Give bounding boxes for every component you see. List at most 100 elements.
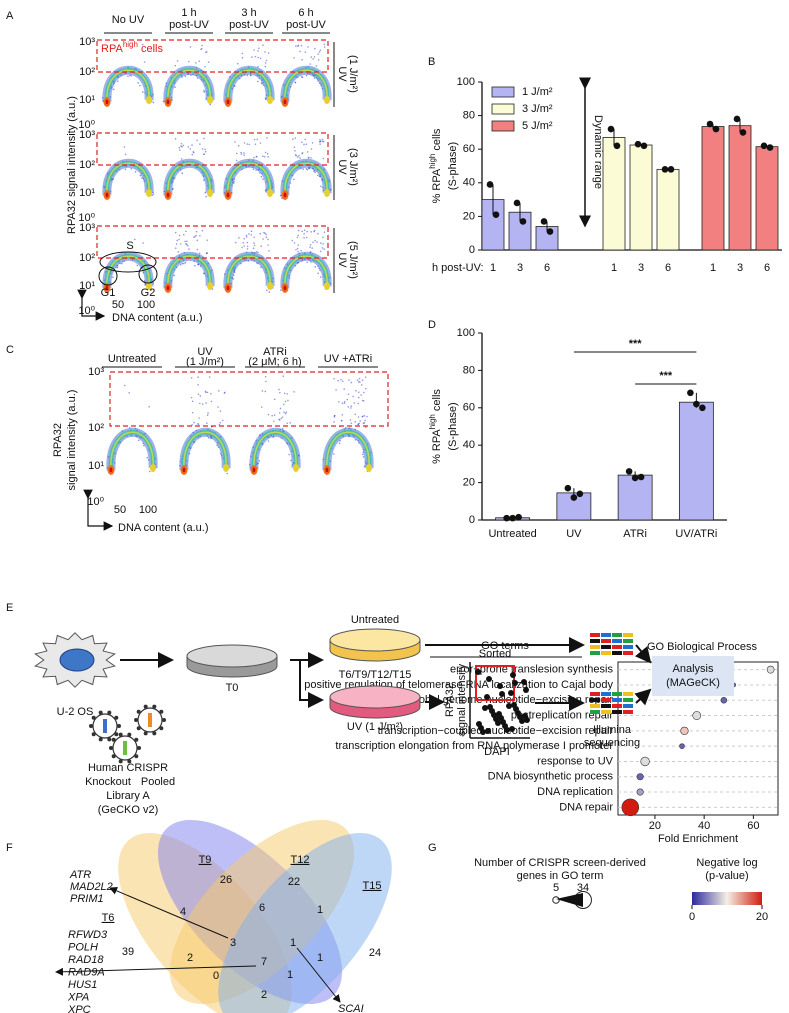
data-point [739, 129, 747, 136]
flow-dot [209, 103, 212, 106]
region-count: 7 [261, 956, 267, 968]
flow-dot [337, 379, 339, 382]
flow-dot [243, 142, 246, 144]
y-axis-title: RPA32 [52, 423, 64, 457]
barcode [612, 698, 622, 702]
y-tick-label: 80 [463, 364, 475, 376]
arrow [299, 660, 324, 708]
annotation: Dynamic range [592, 115, 604, 189]
flow-dot [237, 62, 239, 65]
flow-hotspot [166, 285, 170, 291]
flow-dot [174, 231, 177, 234]
flow-dot [264, 65, 267, 68]
panel-letter: B [428, 56, 435, 68]
flow-dot [178, 234, 181, 237]
flow-dot [304, 51, 307, 53]
flow-dot [273, 398, 276, 401]
flow-dot [191, 153, 194, 156]
flow-hotspot [166, 99, 170, 105]
flow-dot [350, 407, 352, 409]
flow-dot [267, 238, 269, 241]
sorted-label: Sorted [479, 648, 511, 660]
set-label: T12 [291, 854, 310, 866]
term-label: DNA replication [537, 786, 613, 798]
virus-spike [118, 732, 123, 737]
cell-dot [487, 704, 493, 710]
x-tick-label: 3 [638, 262, 644, 274]
flow-dot [319, 143, 321, 145]
flow-dot [314, 239, 316, 242]
flow-dot [262, 155, 264, 158]
flow-dot [300, 76, 303, 78]
flow-dot [259, 57, 262, 60]
flow-dot [187, 146, 190, 148]
flow-dot [174, 64, 177, 67]
flow-dot [257, 80, 259, 83]
x-tick-label: UV/ATRi [675, 528, 717, 540]
flow-dot [299, 157, 301, 159]
term-label: DNA repair [559, 801, 613, 813]
flow-row [106, 375, 374, 475]
seq-label: sequencing [584, 737, 640, 749]
barcode [612, 692, 622, 696]
flow-dot [240, 153, 243, 155]
text-part: cells [431, 128, 443, 154]
virus-insert [148, 713, 152, 727]
flow-dot [256, 155, 258, 158]
region-count: 22 [288, 876, 300, 888]
flow-dot [189, 148, 192, 150]
x-axis-title: DNA content (a.u.) [112, 312, 203, 324]
flow-hotspot [207, 96, 213, 104]
flow-dot [240, 151, 242, 154]
flow-dot [265, 380, 267, 383]
flow-dot [317, 53, 320, 55]
flow-dot [310, 231, 313, 233]
flow-dot [322, 243, 324, 245]
gene-label: HUS1 [68, 979, 97, 991]
flow-dot [177, 251, 180, 253]
flow-dot [294, 81, 297, 84]
column-header: post-UV [229, 19, 269, 31]
virus-spike [127, 732, 132, 737]
flow-dot [182, 233, 185, 236]
flow-dot [265, 236, 268, 238]
flow-dot [199, 143, 201, 145]
x-tick-label: 20 [649, 820, 661, 832]
flow-dot [203, 91, 205, 93]
panel-letter: E [6, 602, 13, 614]
flow-dot [279, 407, 282, 410]
flow-dot [340, 378, 342, 381]
flow-dot [359, 381, 361, 383]
flow-dot [357, 423, 360, 426]
y-axis-title: (S-phase) [447, 142, 459, 190]
x-tick-label: ATRi [623, 528, 647, 540]
flow-hotspot [283, 99, 287, 105]
x-tick-label: 100 [137, 299, 155, 311]
flow-dot [263, 155, 266, 158]
pointer [55, 965, 257, 976]
flow-dot [120, 262, 123, 265]
cell-dot [509, 726, 515, 732]
flow-hotspot [146, 189, 152, 197]
library-label: Pooled [141, 776, 175, 788]
flow-dot [366, 415, 368, 418]
flow-row [102, 229, 332, 293]
flow-dot [301, 230, 303, 233]
x-tick-label: Untreated [488, 528, 536, 540]
bubble [640, 756, 650, 767]
flow-dot [197, 393, 200, 396]
flow-dot [142, 91, 144, 93]
flow-dot [350, 405, 353, 408]
flow-dot [234, 241, 237, 244]
flow-dot [206, 239, 209, 242]
barcode [623, 692, 633, 696]
flow-dot [279, 391, 281, 394]
arrow [634, 688, 652, 706]
flow-hotspot [324, 189, 330, 197]
bar [629, 144, 653, 251]
phase-label: G1 [101, 287, 116, 299]
flow-dot [319, 49, 322, 51]
bubble [766, 665, 775, 674]
flow-dot [197, 423, 200, 426]
flow-dot [198, 417, 200, 419]
